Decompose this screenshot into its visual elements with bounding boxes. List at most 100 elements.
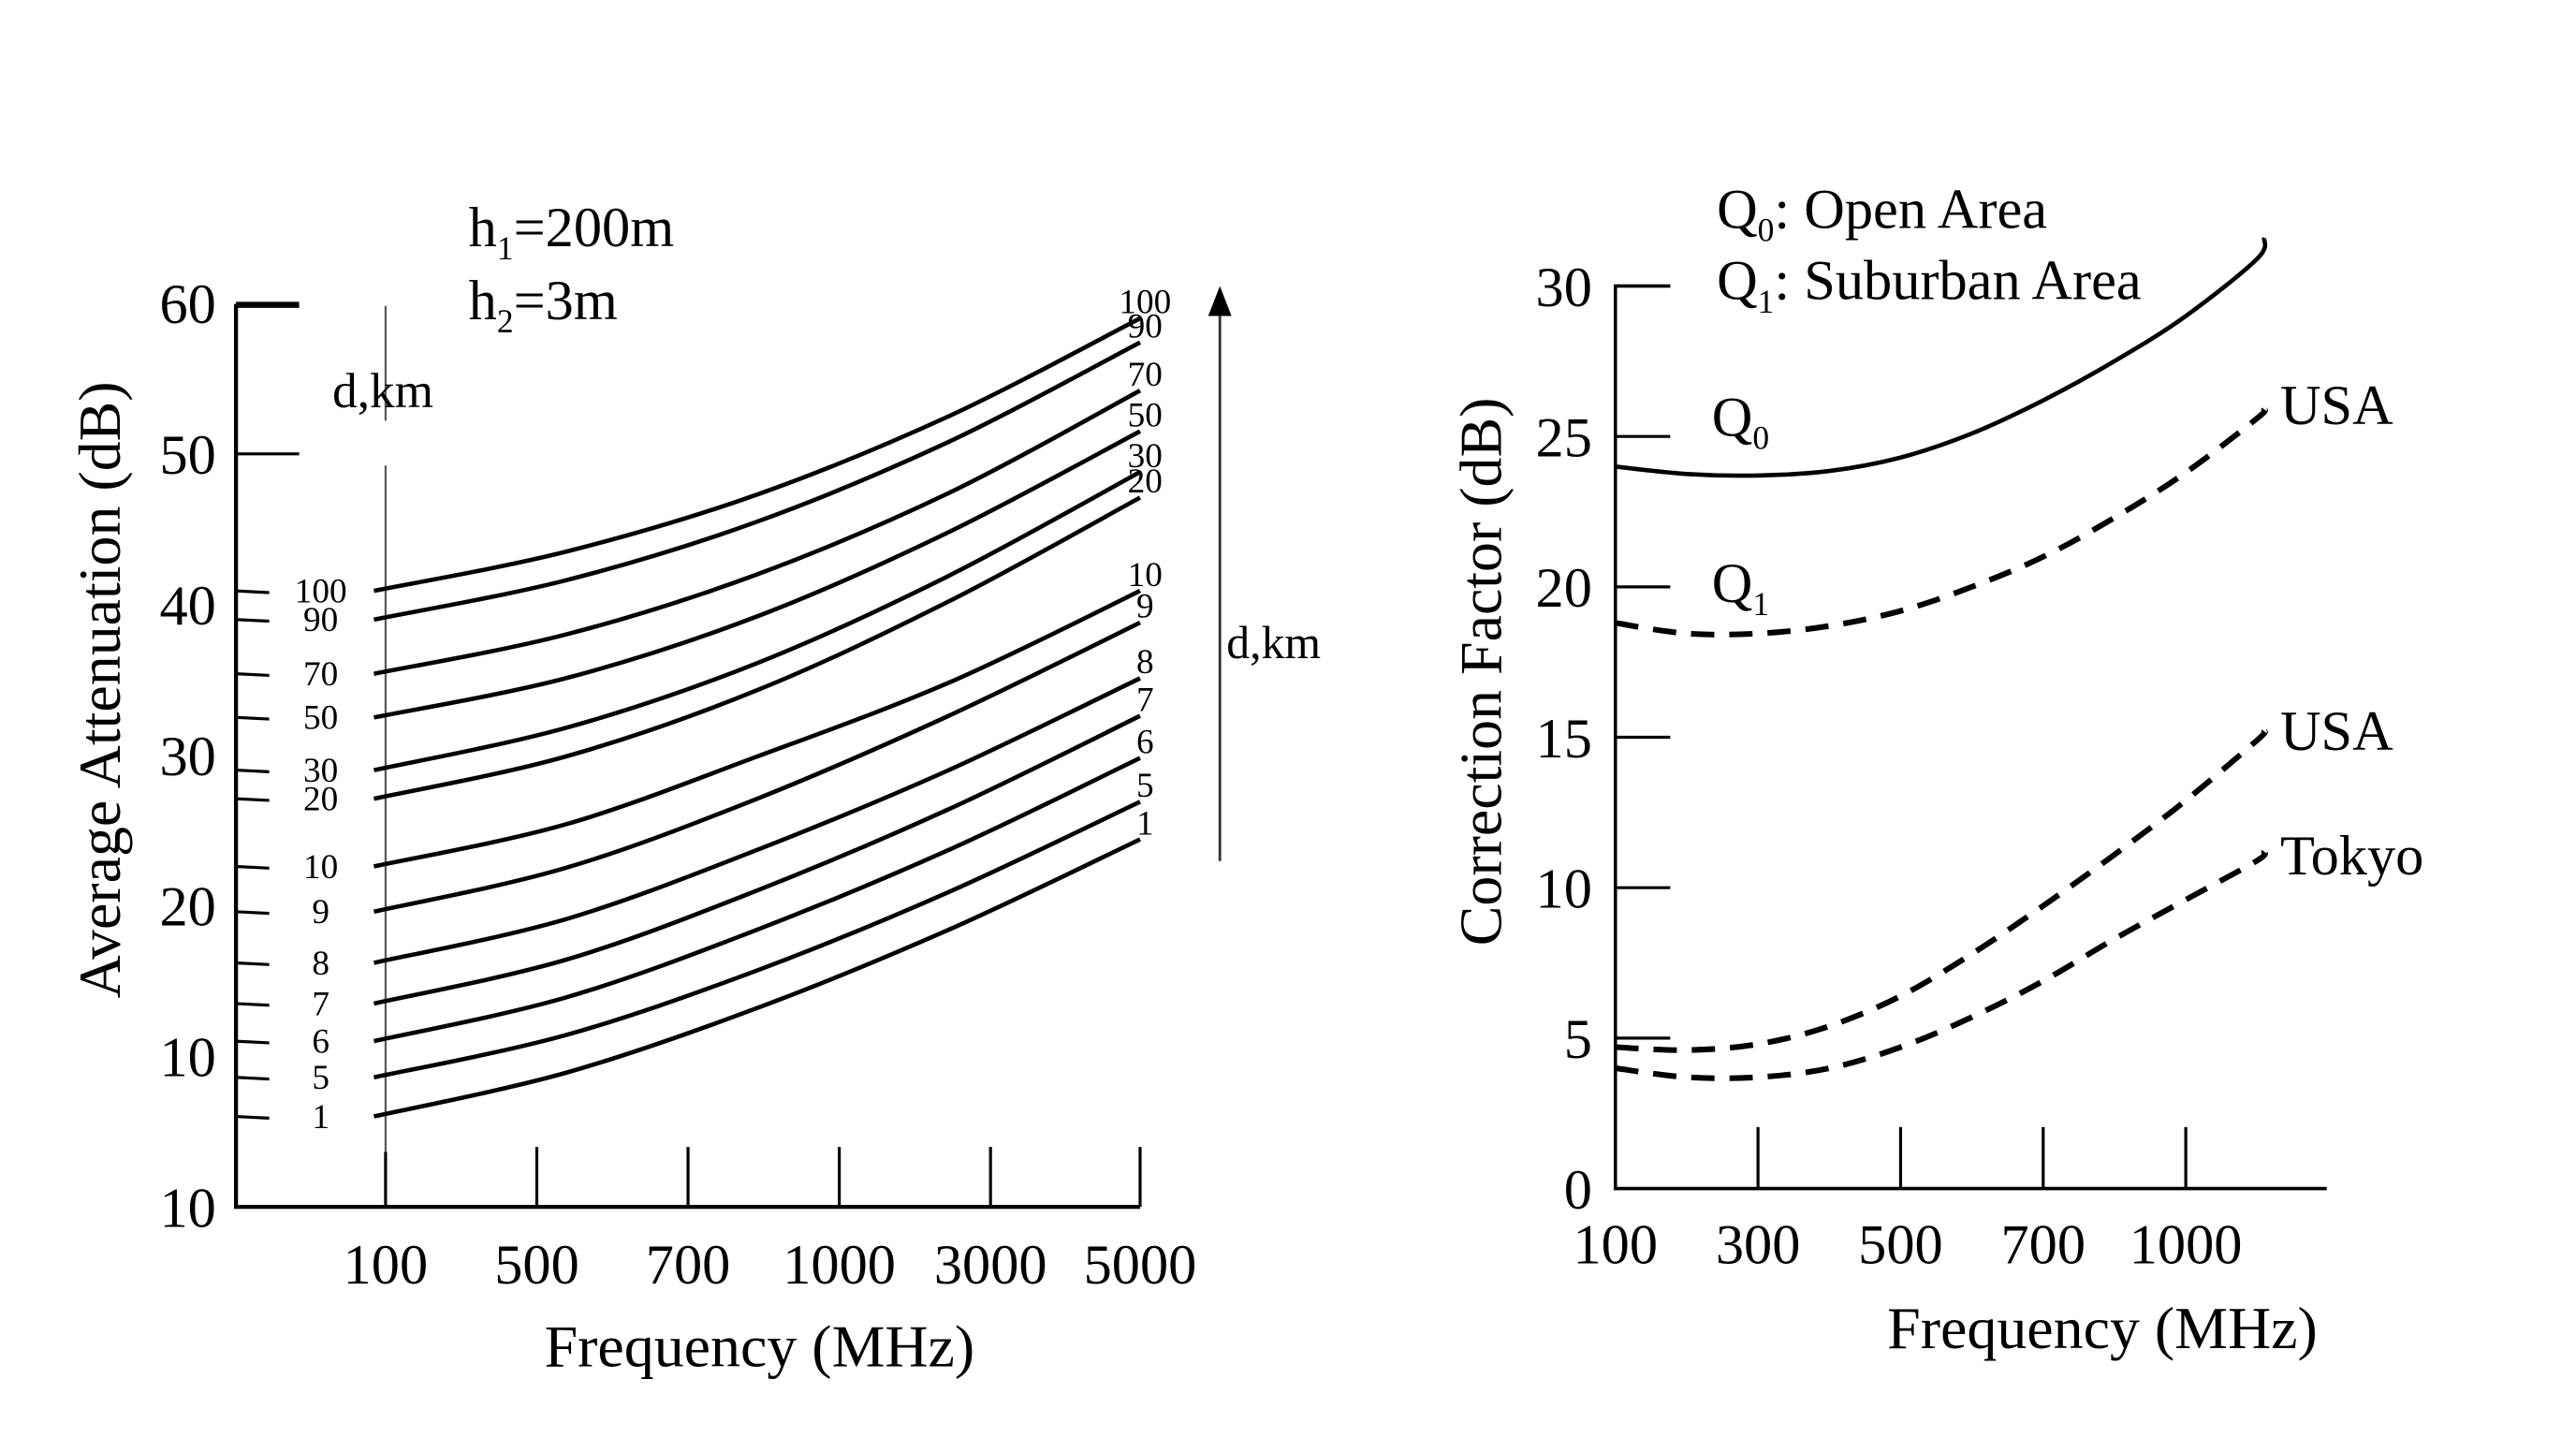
distance-start-label: 7 bbox=[312, 985, 329, 1023]
y-tick-label: 10 bbox=[159, 1027, 215, 1090]
distance-tick-mark bbox=[236, 618, 270, 624]
y-tick-label: 5 bbox=[1564, 1008, 1592, 1071]
x-tick-label: 3000 bbox=[934, 1234, 1047, 1297]
distance-end-label: 6 bbox=[1136, 723, 1154, 761]
distance-tick-mark bbox=[236, 769, 270, 773]
correction-curve-q0 bbox=[1615, 237, 2268, 478]
distance-start-label: 10 bbox=[303, 848, 338, 887]
distance-start-label: 5 bbox=[312, 1059, 329, 1097]
left-y-axis-title: Average Attenuation (dB) bbox=[66, 381, 133, 998]
attenuation-curve-d8 bbox=[373, 676, 1141, 965]
right-x-axis-title: Frequency (MHz) bbox=[1887, 1295, 2318, 1361]
y-tick-label: 30 bbox=[159, 726, 215, 788]
right-y-axis-title: Correction Factor (dB) bbox=[1447, 398, 1514, 946]
distance-start-label: 30 bbox=[303, 752, 338, 790]
distance-end-label: 20 bbox=[1128, 462, 1163, 501]
correction-factor-chart: 30 25 20 15 10 5 0 100 300 500 700 1000 Q0: Open A… bbox=[1447, 178, 2423, 1361]
distance-start-label: 6 bbox=[312, 1023, 329, 1062]
x-tick-label: 500 bbox=[494, 1234, 579, 1297]
distance-tick-mark bbox=[236, 961, 270, 966]
y-tick-label: 50 bbox=[159, 424, 215, 487]
attenuation-curve-d7 bbox=[373, 713, 1141, 1006]
arrow-head-icon bbox=[1208, 286, 1232, 316]
right-x-ticks: 100 300 500 700 1000 bbox=[1573, 1126, 2243, 1276]
x-tick-label: 700 bbox=[2001, 1213, 2086, 1276]
y-tick-label: 25 bbox=[1536, 406, 1592, 469]
h1-annotation: h1=200m bbox=[469, 197, 674, 267]
right-y-ticks: 30 25 20 15 10 5 0 bbox=[1536, 257, 1671, 1222]
curve-end-label-usa-lower: USA bbox=[2280, 700, 2393, 763]
attenuation-curves bbox=[373, 316, 1142, 1119]
distance-tick-mark bbox=[236, 672, 270, 678]
y-tick-label: 40 bbox=[159, 575, 215, 638]
left-x-axis-title: Frequency (MHz) bbox=[545, 1313, 975, 1380]
left-y-ticks: 60 50 40 30 20 10 10 bbox=[159, 273, 300, 1240]
distance-start-label: 20 bbox=[303, 781, 338, 819]
distance-tick-mark bbox=[236, 1114, 270, 1120]
y-tick-label: 10 bbox=[1536, 858, 1592, 921]
distance-tick-mark bbox=[236, 1002, 270, 1007]
distance-end-label: 50 bbox=[1128, 396, 1163, 434]
legend-q1-suburban-area: Q1: Suburban Area bbox=[1717, 250, 2142, 320]
legend-q0-open-area: Q0: Open Area bbox=[1717, 178, 2047, 248]
distance-label-right: d,km bbox=[1226, 617, 1321, 668]
distance-start-label: 50 bbox=[303, 699, 338, 738]
x-tick-label: 700 bbox=[646, 1234, 731, 1297]
left-distance-ticks bbox=[236, 589, 270, 1120]
distance-tick-mark bbox=[236, 1076, 270, 1081]
y-tick-label: 30 bbox=[1536, 257, 1592, 319]
x-tick-label: 500 bbox=[1858, 1213, 1943, 1276]
x-tick-label: 1000 bbox=[2130, 1213, 2243, 1276]
attenuation-curve-d6 bbox=[373, 756, 1141, 1044]
curve-end-label-usa-upper: USA bbox=[2280, 374, 2393, 437]
x-tick-label: 100 bbox=[1573, 1213, 1658, 1276]
curve-end-label-tokyo: Tokyo bbox=[2280, 825, 2423, 888]
distance-start-label: 1 bbox=[312, 1098, 329, 1137]
attenuation-curve-d70 bbox=[373, 389, 1142, 676]
attenuation-curve-d50 bbox=[373, 429, 1142, 720]
attenuation-curve-d5 bbox=[373, 800, 1141, 1080]
correction-curve-usa bbox=[1615, 728, 2268, 1053]
distance-end-label: 70 bbox=[1128, 356, 1163, 394]
distance-end-label: 5 bbox=[1136, 767, 1154, 805]
attenuation-curve-d90 bbox=[373, 340, 1142, 623]
h2-annotation: h2=3m bbox=[469, 270, 618, 340]
attenuation-curve-d20 bbox=[373, 495, 1142, 801]
y-tick-label: 0 bbox=[1564, 1159, 1592, 1222]
distance-start-label: 8 bbox=[312, 945, 329, 983]
distance-end-label: 90 bbox=[1128, 307, 1163, 345]
left-x-ticks: 100 500 700 1000 3000 5000 bbox=[344, 1147, 1197, 1297]
distance-start-label: 9 bbox=[312, 893, 329, 932]
attenuation-curve-d9 bbox=[373, 620, 1141, 915]
distance-tick-mark bbox=[236, 1039, 270, 1045]
distance-tick-mark bbox=[236, 864, 270, 870]
curve-label-q0: Q0 bbox=[1712, 386, 1769, 456]
correction-curve-tokyo bbox=[1615, 849, 2268, 1081]
distance-tick-mark bbox=[236, 589, 270, 594]
distance-start-label: 90 bbox=[303, 601, 338, 639]
correction-curves bbox=[1615, 237, 2268, 1081]
distance-start-label: 100 bbox=[295, 573, 347, 611]
distance-end-label: 100 bbox=[1119, 284, 1171, 322]
x-tick-label: 5000 bbox=[1084, 1234, 1197, 1297]
x-tick-label: 1000 bbox=[783, 1234, 896, 1297]
distance-label-left: d,km bbox=[332, 363, 433, 418]
y-tick-label: 15 bbox=[1536, 708, 1592, 770]
y-tick-label: 20 bbox=[1536, 557, 1592, 620]
correction-curve-q1-usa- bbox=[1615, 406, 2268, 638]
y-tick-label: 20 bbox=[159, 876, 215, 939]
x-tick-label: 100 bbox=[344, 1234, 429, 1297]
attenuation-curve-d10 bbox=[373, 589, 1141, 869]
attenuation-curve-d1 bbox=[373, 837, 1141, 1119]
y-tick-label: 60 bbox=[159, 273, 215, 336]
distance-end-label: 10 bbox=[1128, 556, 1163, 594]
distance-start-label: 70 bbox=[303, 655, 338, 694]
distance-end-label: 30 bbox=[1128, 437, 1163, 476]
attenuation-curve-d30 bbox=[373, 470, 1142, 772]
x-tick-label: 300 bbox=[1716, 1213, 1801, 1276]
distance-end-label: 7 bbox=[1136, 681, 1154, 719]
curve-label-q1: Q1 bbox=[1712, 552, 1769, 623]
